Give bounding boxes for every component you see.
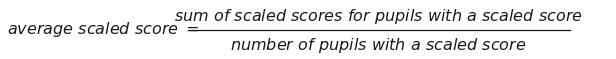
Text: $\mathit{sum\ of\ scaled\ scores\ for\ pupils\ with\ a\ scaled\ score}$: $\mathit{sum\ of\ scaled\ scores\ for\ p… bbox=[174, 7, 583, 26]
Text: $\mathit{average\ scaled\ score\ =}$: $\mathit{average\ scaled\ score\ =}$ bbox=[7, 20, 200, 39]
Text: $\mathit{number\ of\ pupils\ with\ a\ scaled\ score}$: $\mathit{number\ of\ pupils\ with\ a\ sc… bbox=[230, 36, 527, 55]
